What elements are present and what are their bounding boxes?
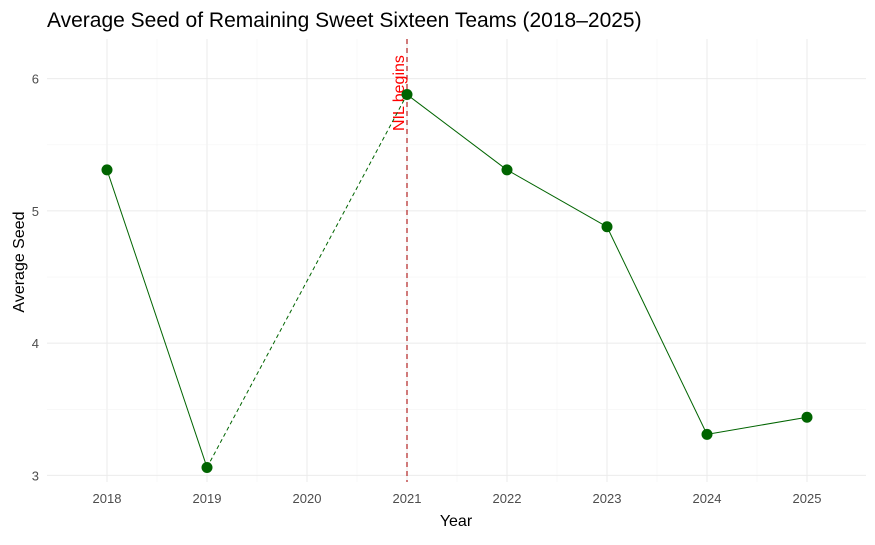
x-tick-label: 2020 [293,491,322,506]
series-line-segment [106,169,208,468]
data-point [201,461,213,473]
y-tick-label: 5 [32,204,39,219]
annotation-layer: NIL begins [391,39,408,482]
grid [47,39,866,482]
data-point [601,221,613,233]
series-gap-segment [206,94,408,468]
series-line-segment [606,226,708,435]
x-tick-label: 2022 [493,491,522,506]
series-line-segment [406,94,508,171]
x-tick-label: 2024 [693,491,722,506]
data-point [401,89,413,101]
y-tick-label: 3 [32,468,39,483]
data-point [801,411,813,423]
chart-title: Average Seed of Remaining Sweet Sixteen … [47,9,642,32]
series-line-segment [506,169,608,228]
axis-labels: 3 4 5 6 2018 2019 2020 2021 2022 2023 2024 2025 [32,72,822,506]
x-tick-label: 2019 [193,491,222,506]
x-tick-label: 2018 [93,491,122,506]
series-line-segment [706,416,808,435]
data-point [101,164,113,176]
x-tick-label: 2025 [793,491,822,506]
data-point [501,164,513,176]
nil-annotation-label: NIL begins [391,55,408,131]
point-layer [101,89,813,473]
x-tick-label: 2021 [393,491,422,506]
data-point [701,428,713,440]
series-layer [106,94,808,468]
x-tick-label: 2023 [593,491,622,506]
y-tick-label: 4 [32,336,39,351]
y-tick-label: 6 [32,72,39,87]
y-axis-title: Average Seed [11,211,28,312]
x-axis-title: Year [440,513,473,530]
